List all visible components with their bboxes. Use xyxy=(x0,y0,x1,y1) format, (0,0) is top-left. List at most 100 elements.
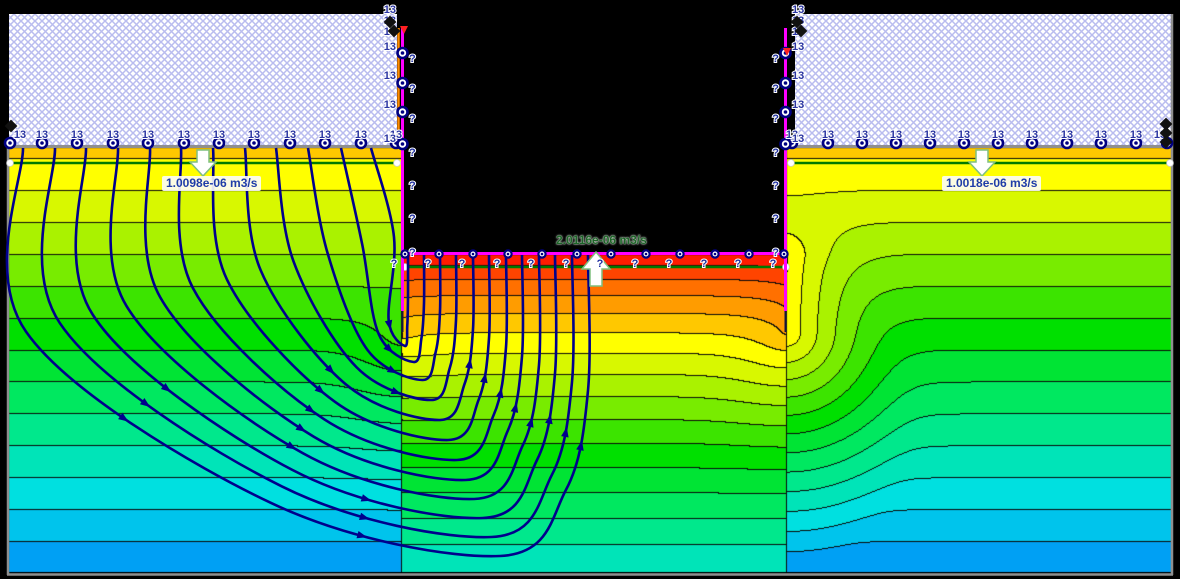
boundary-node-center xyxy=(359,141,363,145)
floor-review-label: ? xyxy=(425,258,432,270)
flux-label-right[interactable]: 1.0018e-06 m3/s xyxy=(942,176,1042,191)
flux-arrow-up[interactable] xyxy=(580,250,612,287)
head-boundary-label: 13 xyxy=(213,129,225,141)
hatch-region-left xyxy=(9,14,397,146)
flux-arrow-down[interactable] xyxy=(188,149,218,178)
wall-review-label: ? xyxy=(409,213,416,225)
flux-direction-arrows[interactable] xyxy=(188,149,997,287)
floor-node-center xyxy=(747,252,751,256)
flow-line xyxy=(144,147,525,482)
wall-head-label: 13 xyxy=(384,41,396,53)
boundary-node-center xyxy=(252,141,256,145)
floor-node-center xyxy=(506,252,510,256)
floor-review-label: ? xyxy=(666,258,673,270)
flow-arrowhead xyxy=(386,365,398,374)
floor-node-center xyxy=(437,252,441,256)
head-boundary-label: 13 xyxy=(248,129,260,141)
flux-label-excavation-floor[interactable]: 2.0116e-06 m3/s xyxy=(556,233,647,247)
floor-review-label: ? xyxy=(459,258,466,270)
flow-lines-group xyxy=(5,147,591,558)
head-boundary-label: 13 xyxy=(890,129,902,141)
boundary-node-center xyxy=(783,81,788,85)
boundary-node-center xyxy=(146,141,150,145)
wall-head-label: 13 xyxy=(792,41,804,53)
floor-node-center xyxy=(471,252,475,256)
flow-arrowhead xyxy=(383,343,394,354)
boundary-node-center xyxy=(996,141,1000,145)
head-boundary-label: 13 xyxy=(71,129,83,141)
wall-review-label: ? xyxy=(409,83,416,95)
flow-arrowhead xyxy=(356,531,368,539)
boundary-node-center xyxy=(111,141,115,145)
boundary-node-center xyxy=(826,141,830,145)
boundary-node-center xyxy=(1030,141,1034,145)
flow-arrowhead xyxy=(324,364,335,375)
floor-node-center xyxy=(609,252,613,256)
boundary-node-center xyxy=(323,141,327,145)
flux-arrow-down[interactable] xyxy=(967,149,997,178)
floor-review-label: ? xyxy=(701,258,708,270)
flow-arrowhead xyxy=(359,512,370,520)
wall-head-label: 13 xyxy=(384,4,396,16)
flow-line xyxy=(5,147,591,558)
boundary-node-center xyxy=(894,141,898,145)
floor-review-label: ? xyxy=(494,258,501,270)
floor-review-label: ? xyxy=(597,258,604,270)
wall-review-label: ? xyxy=(772,213,779,225)
wall-review-label: ? xyxy=(772,147,779,159)
floor-review-label: ? xyxy=(770,258,777,270)
floor-review-label: ? xyxy=(528,258,535,270)
floor-review-label: ? xyxy=(391,258,398,270)
boundary-node-center xyxy=(962,141,966,145)
head-boundary-label: 13 xyxy=(1026,129,1038,141)
flow-line xyxy=(211,147,492,442)
flow-arrowhead xyxy=(360,494,372,502)
wall-head-label: 13 xyxy=(792,133,804,145)
wall-review-label: ? xyxy=(772,83,779,95)
flow-line xyxy=(339,147,426,364)
water-table-endpoint-dot xyxy=(6,159,14,167)
wall-head-label: 13 xyxy=(792,99,804,111)
boundary-node-center xyxy=(400,51,405,55)
floor-node-center xyxy=(644,252,648,256)
boundary-node-center xyxy=(860,141,864,145)
wall-review-label: ? xyxy=(772,247,779,259)
flow-arrowhead xyxy=(495,387,504,399)
flow-arrowhead xyxy=(561,427,569,438)
flow-arrowhead xyxy=(510,402,519,413)
boundary-node-center xyxy=(1065,141,1069,145)
boundary-node-center xyxy=(40,141,44,145)
floor-node-center xyxy=(678,252,682,256)
red-wall-marker xyxy=(783,48,791,56)
head-boundary-label: 13 xyxy=(992,129,1004,141)
boundary-node-center xyxy=(75,141,79,145)
flow-arrowhead xyxy=(390,387,402,395)
floor-review-label: ? xyxy=(735,258,742,270)
flow-arrowhead xyxy=(285,441,297,450)
flow-line xyxy=(109,147,542,501)
boundary-node-center xyxy=(1134,141,1138,145)
flow-arrowhead xyxy=(576,440,584,451)
boundary-node-center xyxy=(182,141,186,145)
boundary-node-center xyxy=(783,110,788,114)
flux-label-left[interactable]: 1.0098e-06 m3/s xyxy=(162,176,262,191)
wall-review-label: ? xyxy=(409,247,416,259)
head-boundary-label: 13 xyxy=(958,129,970,141)
floor-node-center xyxy=(782,252,786,256)
flow-arrowhead xyxy=(304,404,316,414)
head-boundary-label: 13 xyxy=(107,129,119,141)
surcharge-hatch-regions xyxy=(9,14,1171,146)
boundary-node-center xyxy=(783,142,788,146)
boundary-node-center xyxy=(8,141,12,145)
flow-arrowhead xyxy=(139,398,151,407)
wall-review-label: ? xyxy=(409,113,416,125)
red-wall-marker xyxy=(400,26,408,34)
head-boundary-label: 13 xyxy=(36,129,48,141)
wall-review-label: ? xyxy=(772,180,779,192)
boundary-node-center xyxy=(1099,141,1103,145)
boundary-node-center xyxy=(400,142,405,146)
head-boundary-label: 13 xyxy=(14,129,26,141)
flow-arrowhead xyxy=(384,319,393,331)
boundary-node-center xyxy=(928,141,932,145)
